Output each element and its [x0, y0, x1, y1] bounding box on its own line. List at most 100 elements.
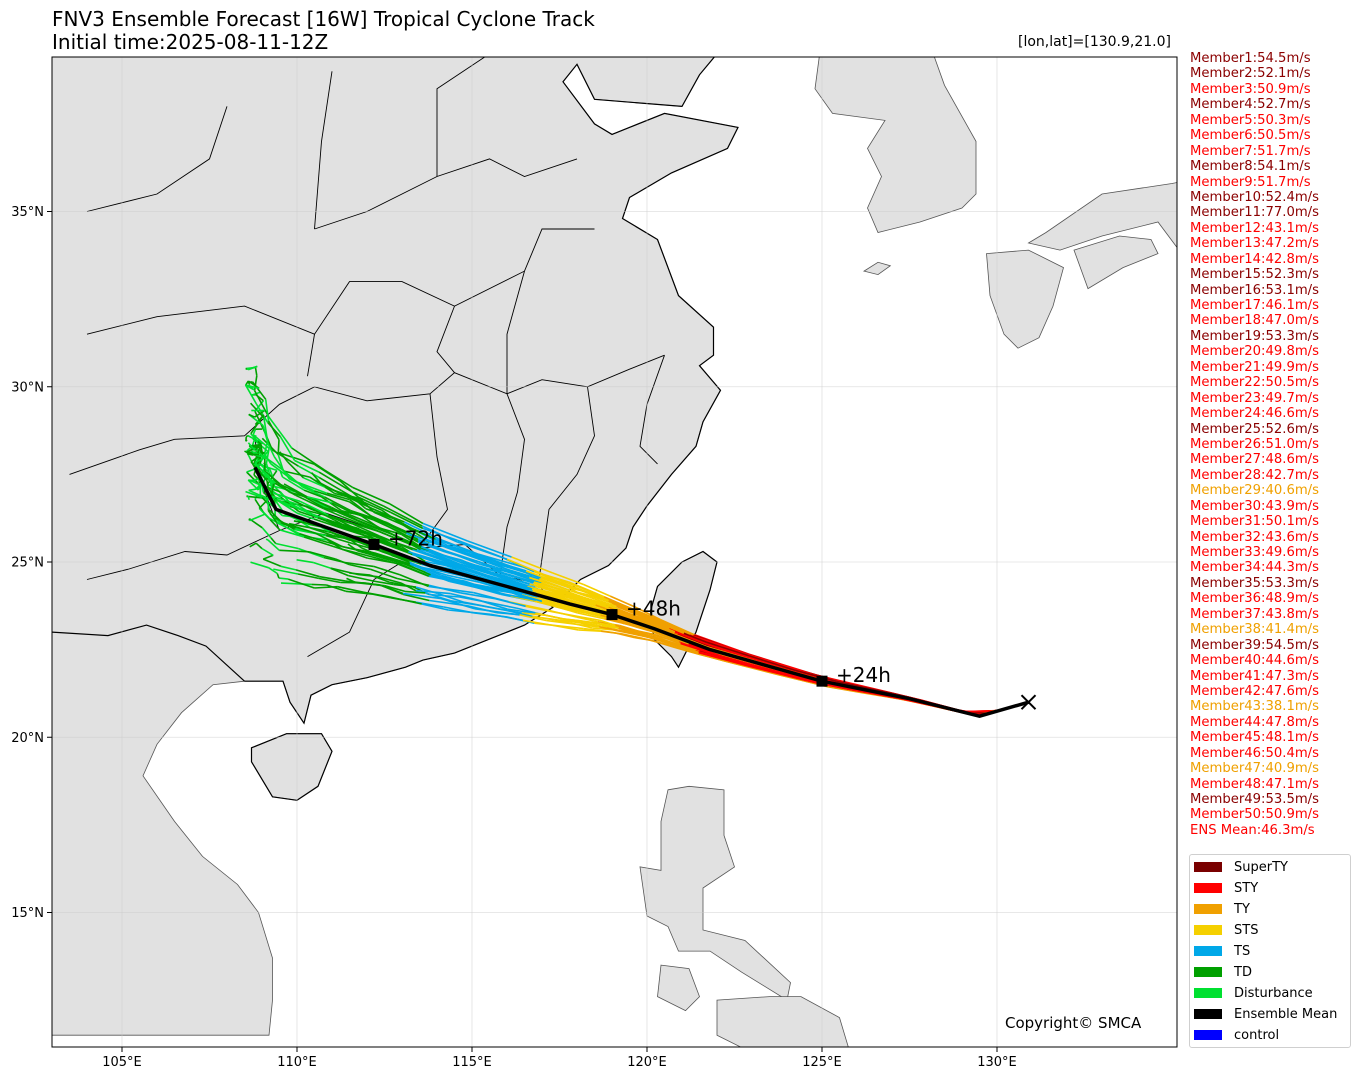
member-track-segment	[406, 532, 446, 548]
member-intensity-item: Member11:77.0m/s	[1190, 205, 1319, 221]
member-track-segment	[313, 561, 332, 569]
member-track-segment	[514, 573, 542, 584]
member-track-segment	[608, 599, 628, 608]
member-track-segment	[350, 528, 380, 539]
member-track-segment	[247, 381, 251, 385]
member-intensity-item: Member48:47.1m/s	[1190, 776, 1319, 792]
member-track-segment	[267, 421, 281, 438]
member-track-segment	[415, 586, 439, 595]
member-track-segment	[408, 551, 448, 565]
member-track-segment	[357, 573, 378, 578]
member-track-segment	[283, 483, 308, 498]
member-track-segment	[389, 503, 424, 525]
member-track-segment	[460, 559, 496, 575]
member-track-segment	[706, 641, 750, 657]
member-track-segment	[255, 403, 269, 423]
member-track-segment	[490, 613, 524, 622]
member-track-segment	[331, 502, 351, 513]
member-intensity-item: Member17:46.1m/s	[1190, 298, 1319, 313]
member-track-segment	[657, 637, 680, 647]
member-track-segment	[296, 512, 315, 520]
member-track-segment	[255, 542, 263, 550]
member-track-segment	[271, 495, 296, 505]
member-track-segment	[262, 558, 282, 568]
member-track-segment	[339, 480, 359, 498]
member-track-segment	[500, 588, 543, 603]
member-intensity-item: Member31:50.1m/s	[1190, 514, 1319, 530]
member-intensity-item: Member12:43.1m/s	[1190, 220, 1319, 236]
member-track-segment	[252, 428, 257, 435]
member-track-segment	[245, 439, 248, 442]
member-intensity-item: Member44:47.8m/s	[1190, 714, 1319, 730]
member-track-segment	[480, 563, 515, 575]
lat-tick-label: 25°N	[11, 556, 44, 571]
member-track-segment	[609, 595, 636, 608]
lon-tick-label: 125°E	[802, 1055, 842, 1070]
member-intensity-item: Member15:52.3m/s	[1190, 267, 1319, 283]
legend-label: Ensemble Mean	[1234, 1006, 1338, 1022]
member-intensity-item: Member50:50.9m/s	[1190, 807, 1319, 823]
member-track-segment	[532, 615, 558, 621]
member-track-segment	[373, 580, 394, 586]
member-intensity-item: Member28:42.7m/s	[1190, 467, 1319, 483]
legend-item: TD	[1194, 963, 1252, 981]
member-intensity-item: Member2:52.1m/s	[1190, 66, 1311, 82]
member-track-segment	[428, 584, 461, 594]
member-track-segment	[265, 538, 269, 541]
member-track-segment	[288, 478, 315, 492]
member-track-segment	[599, 619, 616, 627]
member-track-segment	[469, 550, 496, 563]
member-track-segment	[248, 489, 268, 500]
member-track-segment	[563, 589, 584, 599]
member-track-segment	[313, 463, 341, 482]
ensemble-mean-track: +24h +48h +72h	[253, 466, 1037, 718]
member-intensity-item: Member27:48.6m/s	[1190, 452, 1319, 468]
member-track-segment	[330, 567, 358, 576]
member-track-segment	[356, 498, 383, 511]
member-track-segment	[254, 444, 261, 452]
member-track-segment	[450, 600, 478, 606]
member-intensity-item: Member35:53.3m/s	[1190, 575, 1319, 591]
member-track-segment	[450, 592, 480, 602]
member-track-segment	[479, 599, 509, 611]
member-track-segment	[598, 626, 622, 632]
member-intensity-item: Member13:47.2m/s	[1190, 236, 1319, 252]
member-track-segment	[495, 597, 526, 608]
member-intensity-item: Member24:46.6m/s	[1190, 406, 1319, 422]
member-intensity-item: Member32:43.6m/s	[1190, 529, 1319, 545]
member-track-segment	[250, 461, 268, 482]
member-track-segment	[580, 586, 605, 598]
member-track-segment	[313, 490, 350, 503]
member-track-segment	[267, 539, 280, 551]
member-intensity-item: Member49:53.5m/s	[1190, 792, 1319, 807]
member-track-segment	[392, 534, 421, 551]
member-track-segment	[564, 591, 586, 602]
member-track-segment	[279, 529, 305, 538]
member-track-segment	[734, 653, 783, 669]
member-track-segment	[680, 642, 707, 653]
member-track-segment	[345, 580, 380, 586]
member-track-segment	[793, 669, 837, 683]
member-track-segment	[449, 580, 480, 589]
member-track-segment	[373, 565, 401, 576]
member-track-segment	[577, 621, 593, 627]
member-track-segment	[552, 572, 584, 586]
member-track-segment	[506, 558, 546, 576]
member-track-segment	[302, 486, 325, 498]
member-track-segment	[323, 507, 343, 518]
mean-time-marker	[606, 609, 618, 621]
member-track-segment	[270, 463, 295, 482]
member-track-segment	[634, 606, 661, 621]
member-track-segment	[600, 601, 619, 611]
member-track-segment	[571, 586, 594, 595]
member-intensity-item: Member5:50.3m/s	[1190, 112, 1311, 128]
member-track-segment	[421, 603, 449, 611]
member-track-segment	[273, 456, 290, 480]
member-track-segment	[521, 594, 561, 606]
member-track-segment	[357, 496, 392, 514]
member-track-segment	[601, 625, 619, 629]
legend-swatch	[1194, 862, 1222, 872]
member-track-segment	[313, 518, 342, 529]
member-track-segment	[327, 514, 351, 527]
